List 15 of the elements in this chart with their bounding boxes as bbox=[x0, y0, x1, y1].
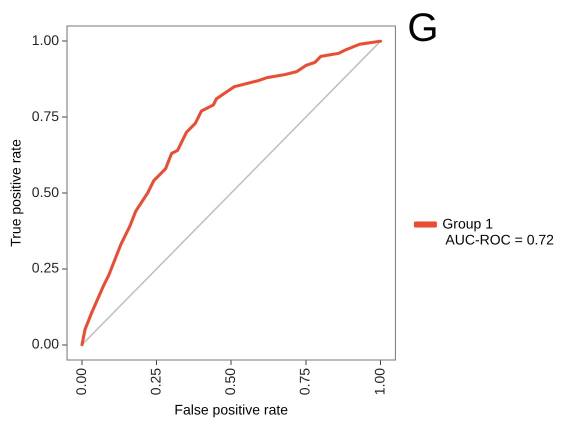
y-tick-label: 1.00 bbox=[32, 32, 60, 48]
x-axis-title: False positive rate bbox=[174, 401, 288, 418]
x-tick-label: 0.25 bbox=[147, 368, 164, 396]
y-tick-label: 0.00 bbox=[32, 336, 60, 352]
y-tick-label: 0.75 bbox=[32, 108, 60, 124]
legend-label: Group 1 bbox=[442, 215, 494, 232]
text: G bbox=[407, 6, 439, 50]
x-tick-label: 0.50 bbox=[222, 368, 238, 396]
x-tick-label: 0.75 bbox=[296, 368, 313, 396]
text: AUC-ROC = 0.72 bbox=[445, 231, 554, 248]
x-tick-label: 1.00 bbox=[371, 368, 388, 396]
y-tick-label: 0.25 bbox=[32, 260, 60, 276]
y-axis-title: True positive rate bbox=[7, 138, 24, 247]
x-tick-label: 0.00 bbox=[72, 368, 89, 396]
y-tick-label: 0.50 bbox=[32, 184, 60, 200]
